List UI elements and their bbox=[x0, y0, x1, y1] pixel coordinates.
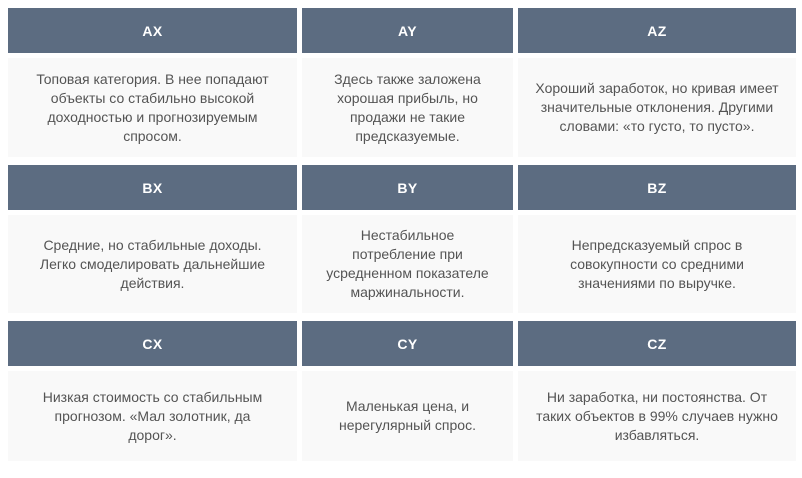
description-cy: Маленькая цена, и нерегулярный спрос. bbox=[302, 371, 513, 461]
header-ay: AY bbox=[302, 8, 513, 53]
header-by-label: BY bbox=[397, 179, 418, 196]
header-bz-label: BZ bbox=[647, 179, 667, 196]
header-cx: CX bbox=[8, 321, 297, 366]
description-bx-text: Средние, но стабильные доходы. Легко смо… bbox=[39, 236, 266, 291]
description-by-text: Нестабильное потребление при усредненном… bbox=[326, 227, 489, 300]
description-cx-text: Низкая стоимость со стабильным прогнозом… bbox=[42, 388, 263, 443]
description-cy-text: Маленькая цена, и нерегулярный спрос. bbox=[339, 398, 476, 433]
description-by: Нестабильное потребление при усредненном… bbox=[302, 215, 513, 313]
header-az: AZ bbox=[518, 8, 796, 53]
matrix-grid: AX AY AZ Топовая категория. В нее попада… bbox=[8, 8, 796, 469]
description-az-text: Хороший заработок, но кривая имеет значи… bbox=[535, 80, 779, 134]
header-ax: AX bbox=[8, 8, 297, 53]
description-cz: Ни заработка, ни постоянства. От таких о… bbox=[518, 371, 796, 461]
description-bz-text: Непредсказуемый спрос в совокупности со … bbox=[570, 236, 744, 291]
header-bx-label: BX bbox=[142, 179, 163, 196]
header-by: BY bbox=[302, 165, 513, 210]
description-ay: Здесь также заложена хорошая прибыль, но… bbox=[302, 58, 513, 157]
matrix-row-c: CX CY CZ Низкая стоимость со стабильным … bbox=[8, 321, 796, 461]
description-bz: Непредсказуемый спрос в совокупности со … bbox=[518, 215, 796, 313]
header-ay-label: AY bbox=[398, 22, 417, 39]
matrix-row-b: BX BY BZ Средние, но стабильные доходы. … bbox=[8, 165, 796, 313]
header-cy-label: CY bbox=[397, 335, 418, 352]
header-bz: BZ bbox=[518, 165, 796, 210]
description-ax: Топовая категория. В нее попадают объект… bbox=[8, 58, 297, 157]
description-bx: Средние, но стабильные доходы. Легко смо… bbox=[8, 215, 297, 313]
description-cz-text: Ни заработка, ни постоянства. От таких о… bbox=[536, 388, 778, 443]
description-ay-text: Здесь также заложена хорошая прибыль, но… bbox=[334, 70, 481, 144]
description-ax-text: Топовая категория. В нее попадают объект… bbox=[36, 70, 269, 144]
header-cz-label: CZ bbox=[647, 335, 667, 352]
header-bx: BX bbox=[8, 165, 297, 210]
header-az-label: AZ bbox=[647, 22, 667, 39]
description-az: Хороший заработок, но кривая имеет значи… bbox=[518, 58, 796, 157]
matrix-row-a: AX AY AZ Топовая категория. В нее попада… bbox=[8, 8, 796, 157]
header-ax-label: AX bbox=[142, 22, 163, 39]
header-cz: CZ bbox=[518, 321, 796, 366]
header-cx-label: CX bbox=[142, 335, 163, 352]
description-cx: Низкая стоимость со стабильным прогнозом… bbox=[8, 371, 297, 461]
header-cy: CY bbox=[302, 321, 513, 366]
